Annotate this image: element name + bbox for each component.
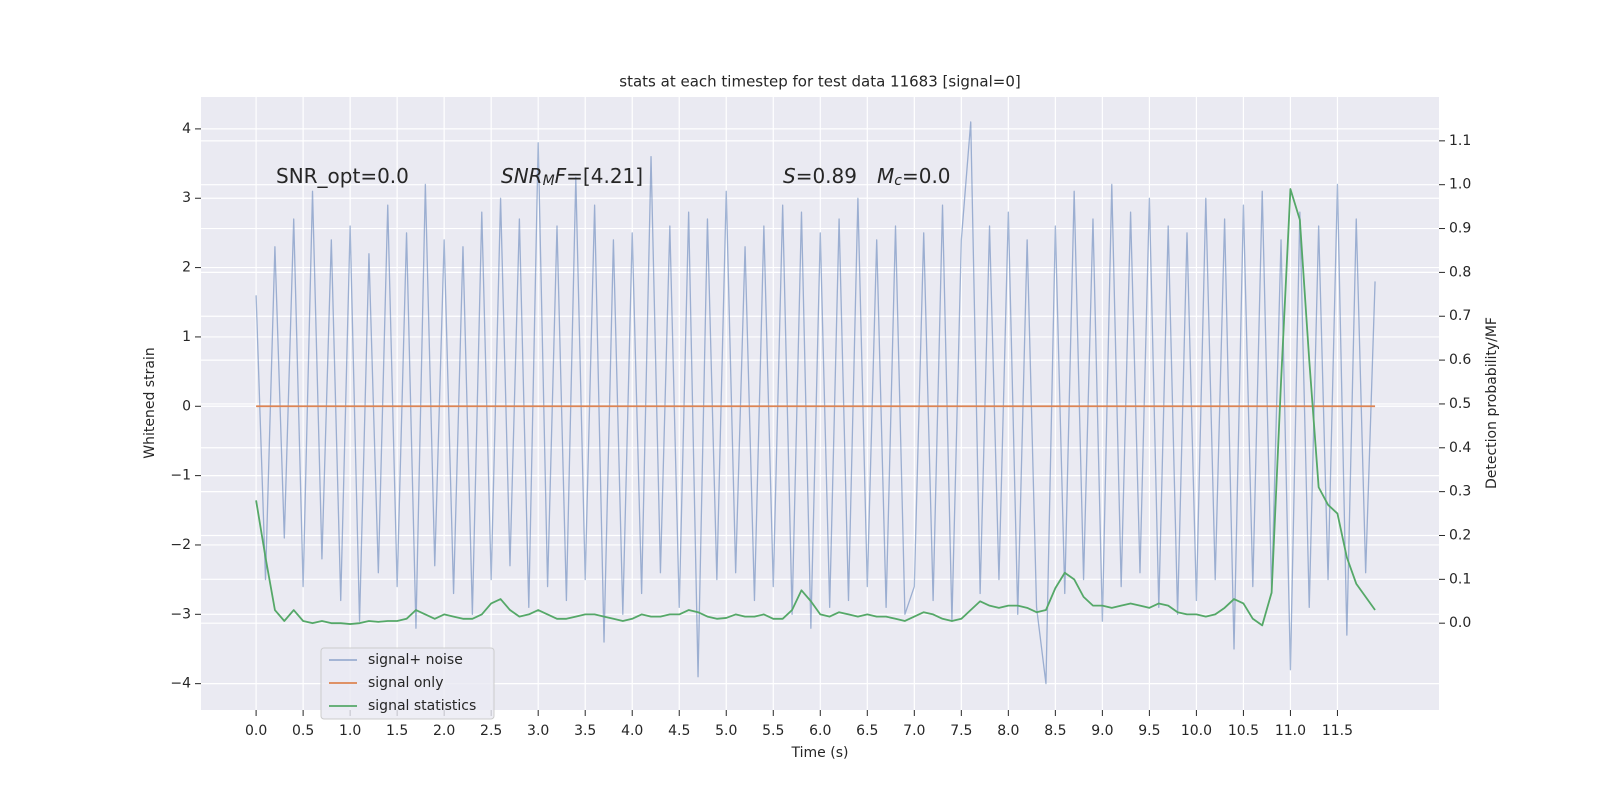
x-tick-label: 5.5 [762,723,784,739]
y-tick-label: 1 [182,329,191,345]
x-tick-label: 11.5 [1322,723,1353,739]
y2-tick-label: 0.7 [1449,308,1471,324]
x-tick-label: 7.5 [950,723,972,739]
y2-tick-label: 0.2 [1449,527,1471,543]
x-tick-label: 8.5 [1044,723,1066,739]
legend-box [320,647,495,720]
legend-label: signal+ noise [368,652,463,668]
legend-label: signal only [368,675,443,691]
x-tick-label: 6.5 [856,723,878,739]
annotation: SNR_opt=0.0 [276,164,409,188]
annotation: Mc=0.0 [877,164,951,190]
annotation-part: F [555,164,567,188]
y-tick-label: 3 [182,190,191,206]
annotation: S=0.89 [783,164,857,188]
y2-tick-label: 0.5 [1449,396,1471,412]
x-axis-label: Time (s) [791,745,849,761]
x-tick-label: 11.0 [1275,723,1306,739]
x-tick-label: 2.0 [433,723,455,739]
x-tick-label: 4.0 [621,723,643,739]
y2-tick-label: 0.0 [1449,615,1471,631]
x-tick-label: 1.5 [386,723,408,739]
y2-tick-label: 0.1 [1449,571,1471,587]
annotation-part: =0.0 [902,164,951,188]
series-line [255,121,1376,685]
marks [255,121,1376,685]
y2-tick-label: 0.6 [1449,352,1471,368]
y2-tick-label: 1.1 [1449,133,1471,149]
x-tick-label: 6.0 [809,723,831,739]
x-tick-label: 2.5 [480,723,502,739]
y2-tick-label: 0.9 [1449,221,1471,237]
annotation-part: SNR_opt=0.0 [276,164,409,188]
axes: 0.0 0.5 1.0 1.5 2.0 2.5 3.0 3.5 4.0 4.5 5.0 5.5 6.0 6… [170,121,1471,739]
x-tick-label: 9.5 [1138,723,1160,739]
x-tick-label: 3.5 [574,723,596,739]
x-tick-label: 7.0 [903,723,925,739]
chart-title: stats at each timestep for test data 116… [619,73,1020,91]
annotation-part: c [894,173,902,189]
x-tick-label: 0.5 [292,723,314,739]
y2-tick-label: 1.0 [1449,177,1471,193]
annotation-part: S [783,164,796,188]
annotation-part: =0.89 [796,164,857,188]
y-tick-label: 2 [182,260,191,276]
y2-tick-label: 0.8 [1449,264,1471,280]
x-tick-label: 9.0 [1091,723,1113,739]
annotation-part: SNR [501,164,543,188]
x-tick-label: 10.0 [1181,723,1212,739]
y2-tick-label: 0.3 [1449,484,1471,500]
x-tick-label: 8.0 [997,723,1019,739]
y-tick-label: −2 [170,537,191,553]
annotation-part: M [877,164,894,188]
annotation-part: =[4.21] [566,164,643,188]
y-tick-label: 0 [182,398,191,414]
y2-tick-label: 0.4 [1449,440,1471,456]
y-tick-label: 4 [182,121,191,137]
annotation-part: M [543,173,555,189]
y-tick-label: −1 [170,468,191,484]
legend: signal+ noise signal only signal statistic… [320,647,495,720]
y-tick-label: −3 [170,606,191,622]
x-tick-label: 5.0 [715,723,737,739]
legend-label: signal statistics [368,698,476,714]
y-axis-label: Whitened strain [142,347,158,458]
x-tick-label: 3.0 [527,723,549,739]
y-tick-label: −4 [170,676,191,692]
x-tick-label: 1.0 [339,723,361,739]
series-line [255,188,1376,627]
y2-axis-label: Detection probability/MF [1484,317,1500,489]
x-tick-label: 4.5 [668,723,690,739]
x-tick-label: 10.5 [1228,723,1259,739]
annotation: SNRMF=[4.21] [501,164,643,190]
x-tick-label: 0.0 [245,723,267,739]
